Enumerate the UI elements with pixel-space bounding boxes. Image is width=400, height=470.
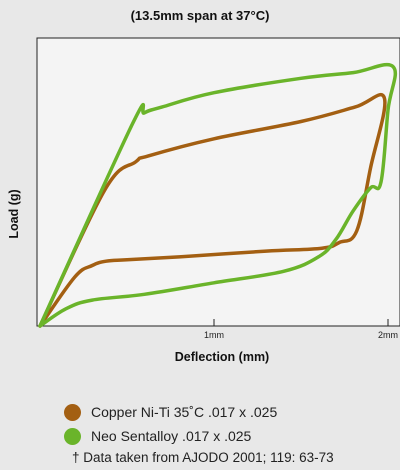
plot-area: [36, 37, 400, 327]
hysteresis-chart: 1mm 2mm Deflection (mm) Load (g): [7, 37, 400, 364]
legend: Copper Ni-Ti 35˚C .017 x .025 Neo Sental…: [64, 400, 277, 448]
x-axis-label: Deflection (mm): [175, 350, 269, 364]
chart-title: (13.5mm span at 37°C): [130, 8, 270, 23]
legend-swatch-neo-sentalloy: [64, 427, 81, 445]
x-tick-label: 1mm: [204, 330, 224, 340]
x-tick-label: 2mm: [378, 330, 398, 340]
series-line-neo-sentalloy: [38, 62, 398, 328]
source-footnote: † Data taken from AJODO 2001; 119: 63-73: [72, 450, 334, 465]
legend-item-neo-sentalloy: Neo Sentalloy .017 x .025: [64, 424, 277, 448]
legend-swatch-copper-niti: [64, 403, 81, 421]
series-line-copper-niti: [38, 92, 387, 328]
legend-label: Neo Sentalloy .017 x .025: [91, 428, 252, 444]
y-axis-label: Load (g): [7, 189, 21, 238]
legend-label: Copper Ni-Ti 35˚C .017 x .025: [91, 404, 278, 420]
legend-item-copper-niti: Copper Ni-Ti 35˚C .017 x .025: [64, 400, 277, 424]
